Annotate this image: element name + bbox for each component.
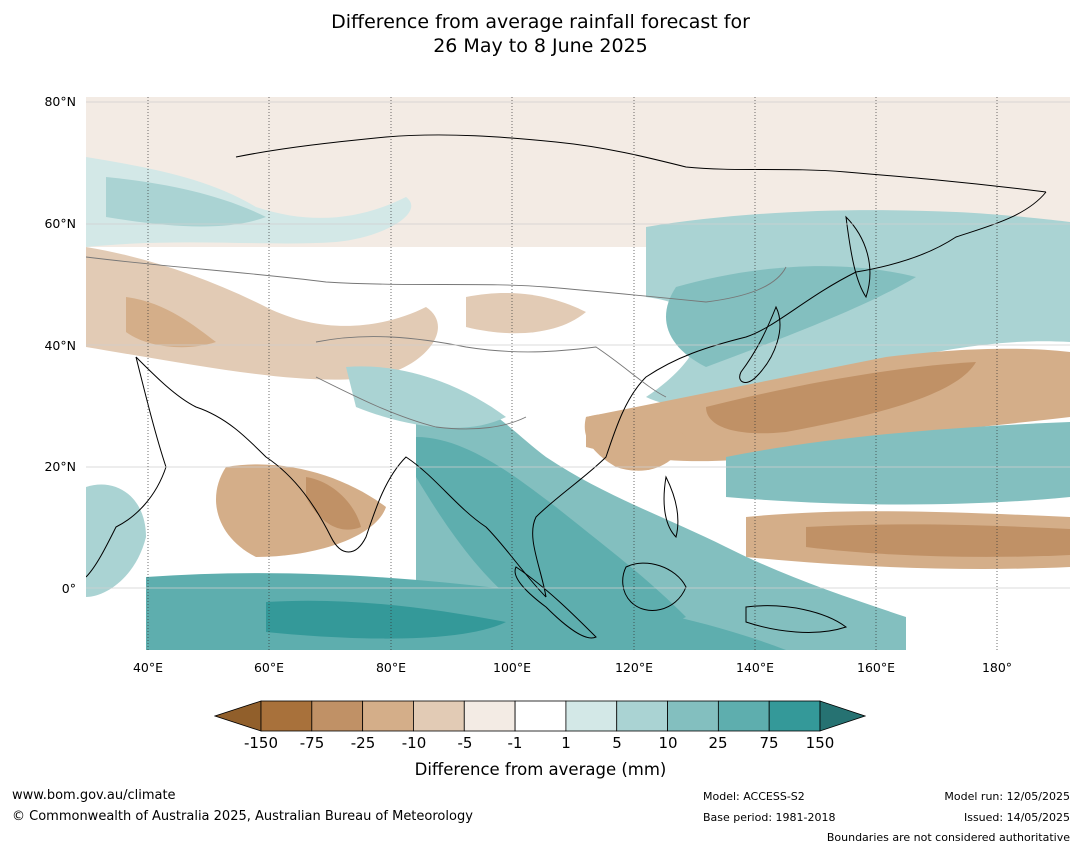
tropical-pacific-dry-core <box>806 524 1070 557</box>
new-guinea-coast <box>745 605 848 633</box>
asia-north-coast <box>235 134 1047 193</box>
model-run-text: Model run: 12/05/2025 <box>944 790 1070 803</box>
colorbar-segment <box>311 700 364 732</box>
lat-label-equator: 0° <box>61 581 76 596</box>
kamchatka-coast <box>845 215 871 299</box>
website-link[interactable]: www.bom.gov.au/climate <box>12 788 176 803</box>
caspian-dry-area <box>126 297 216 348</box>
colorbar-label-neg1: -1 <box>507 734 523 752</box>
arabia-africa-coast <box>86 356 167 578</box>
lon-label-140e: 140°E <box>735 660 775 675</box>
colorbar-segment <box>565 700 618 732</box>
himalaya-wet-area <box>346 366 506 428</box>
graticule <box>86 97 1070 650</box>
coastlines <box>86 134 1047 639</box>
borneo-coast <box>622 562 687 611</box>
title-line-2: 26 May to 8 June 2025 <box>433 35 648 57</box>
rainfall-anomaly-map <box>86 97 1070 650</box>
colorbar-segment <box>667 700 719 732</box>
title-line-1: Difference from average rainfall forecas… <box>331 11 750 33</box>
colorbar-title: Difference from average (mm) <box>414 760 667 779</box>
philippines-coast <box>663 475 679 538</box>
indian-ocean-wet-core <box>266 600 506 639</box>
lon-label-120e: 120°E <box>614 660 654 675</box>
india-dry-area <box>216 464 386 557</box>
south-china-dry-area <box>584 413 686 471</box>
colorbar-segment <box>413 700 465 732</box>
west-pacific-dry-core <box>706 362 976 434</box>
lon-label-40e: 40°E <box>132 660 164 675</box>
colorbar-label-neg10: -10 <box>401 734 427 752</box>
south-asia-coast <box>135 356 547 598</box>
lon-label-180: 180° <box>981 660 1013 675</box>
lat-label-40n: 40°N <box>44 338 76 353</box>
central-pacific-wet-band <box>726 422 1070 505</box>
lon-label-100e: 100°E <box>492 660 532 675</box>
colorbar-high-extension <box>819 700 866 732</box>
colorbar-label-25: 25 <box>708 734 728 752</box>
colorbar-label-5: 5 <box>612 734 622 752</box>
colorbar-segment <box>260 700 313 732</box>
himalaya-boundary <box>315 376 527 430</box>
colorbar-label-neg25: -25 <box>350 734 376 752</box>
china-boundary <box>315 336 667 398</box>
longitude-gridlines <box>147 97 998 650</box>
colorbar-segment <box>717 700 770 732</box>
colorbar-label-neg5: -5 <box>457 734 473 752</box>
colorbar-segment <box>616 700 668 732</box>
lon-label-160e: 160°E <box>856 660 896 675</box>
colorbar-label-1: 1 <box>561 734 571 752</box>
japan-coast <box>739 305 781 383</box>
east-asia-coast <box>532 191 1047 598</box>
copyright-text: © Commonwealth of Australia 2025, Austra… <box>12 809 473 824</box>
lon-label-80e: 80°E <box>375 660 407 675</box>
sumatra-coast <box>514 566 597 639</box>
colorbar-segment <box>463 700 516 732</box>
lat-label-60n: 60°N <box>44 216 76 231</box>
mongolia-dry-area <box>466 292 586 334</box>
colorbar-low-extension <box>214 700 262 732</box>
colorbar <box>214 700 866 732</box>
colorbar-label-neg150: -150 <box>243 734 279 752</box>
colorbar-label-75: 75 <box>759 734 779 752</box>
colorbar-segment <box>362 700 414 732</box>
lat-label-80n: 80°N <box>44 94 76 109</box>
scandinavia-wet-area <box>106 177 266 227</box>
colorbar-label-10: 10 <box>658 734 678 752</box>
issued-text: Issued: 14/05/2025 <box>963 811 1070 824</box>
map-canvas <box>86 97 1070 650</box>
colorbar-label-150: 150 <box>805 734 835 752</box>
colorbar-label-neg75: -75 <box>299 734 325 752</box>
country-boundaries <box>86 256 787 430</box>
lon-label-60e: 60°E <box>253 660 285 675</box>
chart-title: Difference from average rainfall forecas… <box>0 10 1081 58</box>
africa-wet-area <box>86 484 146 597</box>
base-period-text: Base period: 1981-2018 <box>703 811 836 824</box>
latitude-gridlines <box>86 101 1070 589</box>
lat-label-20n: 20°N <box>44 459 76 474</box>
russia-boundary <box>86 256 787 303</box>
bay-of-bengal-wet-area <box>416 437 686 632</box>
anomaly-fields <box>86 97 1070 650</box>
colorbar-segments <box>260 700 821 732</box>
model-text: Model: ACCESS-S2 <box>703 790 805 803</box>
colorbar-segment <box>768 700 821 732</box>
colorbar-segment <box>514 700 567 732</box>
boundaries-disclaimer: Boundaries are not considered authoritat… <box>826 831 1070 844</box>
